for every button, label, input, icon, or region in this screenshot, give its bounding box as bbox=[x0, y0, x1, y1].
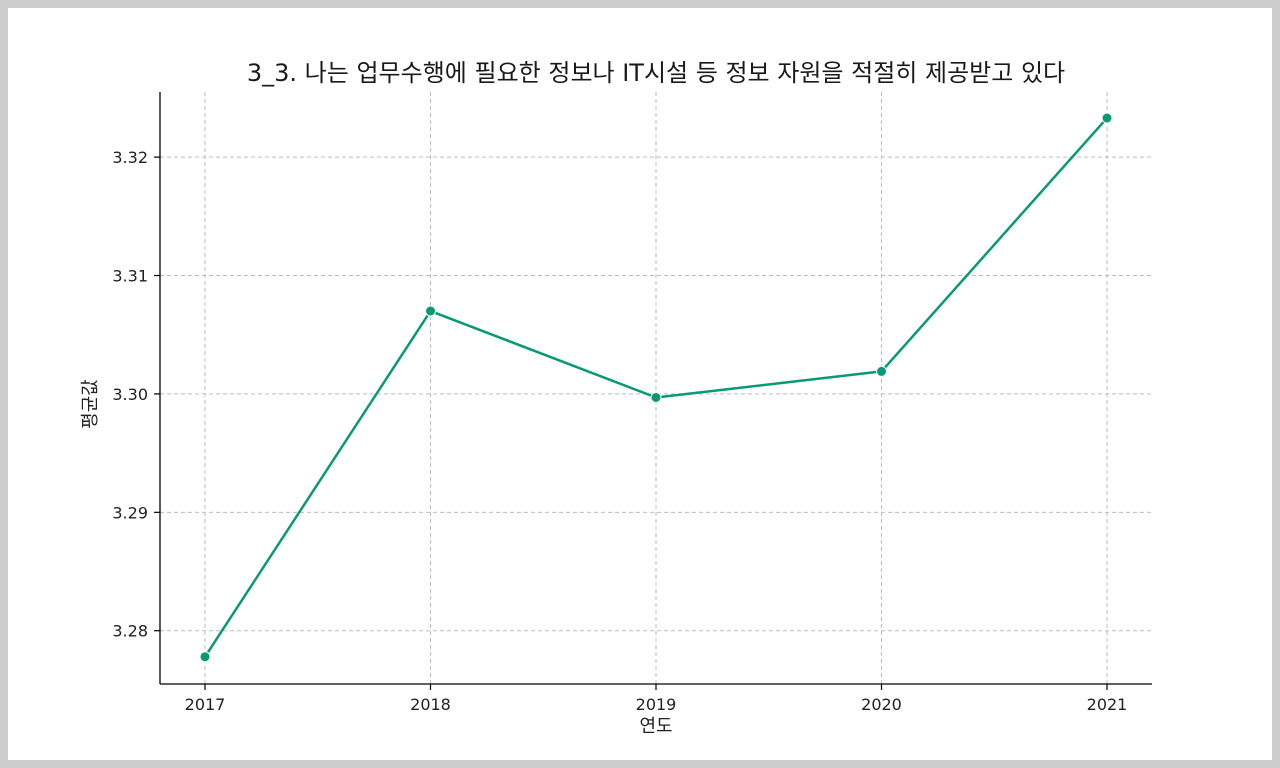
x-tick-label: 2021 bbox=[1087, 695, 1128, 714]
data-point bbox=[1101, 112, 1113, 124]
axis-layer: 2017 2018 2019 2020 2021 3.28 3.29 3.30 3.31 3.32 bbox=[112, 92, 1152, 714]
chart-title: 3_3. 나는 업무수행에 필요한 정보나 IT시설 등 정보 자원을 적절히 … bbox=[247, 59, 1065, 87]
x-tick-label: 2018 bbox=[410, 695, 451, 714]
y-axis-label: 평균값 bbox=[80, 379, 101, 429]
grid-layer bbox=[160, 92, 1152, 684]
chart-frame: 3_3. 나는 업무수행에 필요한 정보나 IT시설 등 정보 자원을 적절히 … bbox=[8, 8, 1272, 760]
x-axis-label: 연도 bbox=[639, 716, 672, 737]
x-tick-label: 2017 bbox=[185, 695, 226, 714]
line-chart: 3_3. 나는 업무수행에 필요한 정보나 IT시설 등 정보 자원을 적절히 … bbox=[80, 59, 1152, 737]
data-point bbox=[876, 365, 887, 377]
x-tick-label: 2019 bbox=[636, 695, 677, 714]
x-tick-label: 2020 bbox=[861, 695, 902, 714]
marker-layer bbox=[199, 112, 1113, 663]
data-point bbox=[199, 651, 211, 663]
y-tick-label: 3.32 bbox=[112, 148, 148, 167]
y-tick-label: 3.30 bbox=[112, 385, 148, 404]
y-tick-label: 3.28 bbox=[112, 622, 148, 641]
y-tick-label: 3.31 bbox=[112, 267, 148, 286]
y-tick-label: 3.29 bbox=[112, 503, 148, 522]
data-point bbox=[650, 391, 662, 403]
data-point bbox=[425, 305, 436, 317]
